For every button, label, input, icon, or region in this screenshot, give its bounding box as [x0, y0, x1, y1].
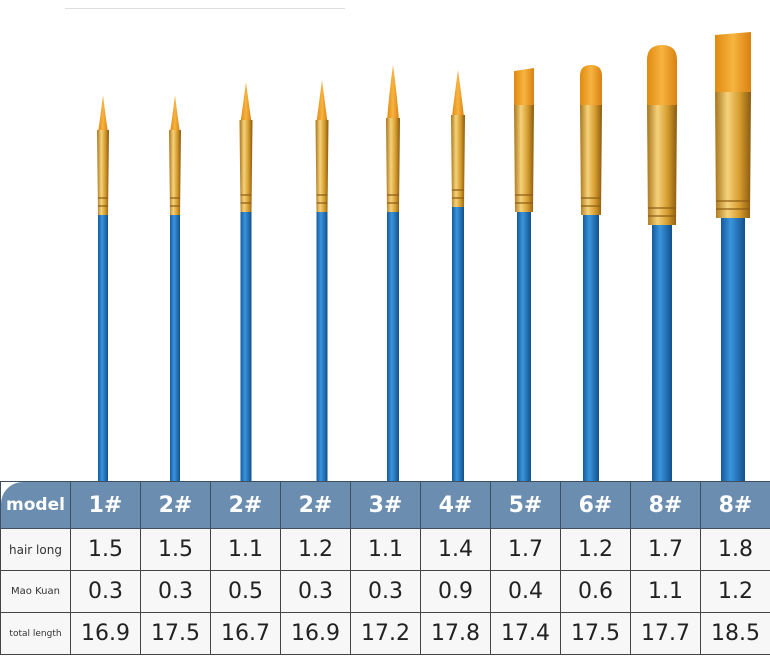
brush-handle: [452, 207, 464, 485]
brush-ferrule: [97, 130, 109, 215]
brush-ferrule: [647, 105, 677, 225]
value-cell: 1.1: [210, 528, 281, 571]
table-row: total length 16.9 17.5 16.7 16.9 17.2 17.8 17.4…: [0, 612, 770, 655]
brush-handle: [721, 218, 745, 485]
value-cell: 0.3: [70, 570, 141, 613]
brush-1: [97, 95, 109, 485]
table-row: Mao Kuan 0.3 0.3 0.5 0.3 0.3 0.9 0.4 0.6 1.1 1.2: [0, 570, 770, 613]
model-cell: 2#: [280, 481, 351, 529]
brush-handle: [170, 215, 180, 485]
brush-bristles: [98, 95, 108, 132]
spec-table: model 1# 2# 2# 2# 3# 4# 5# 6# 8# 8# hair long 1.5 1…: [0, 481, 770, 655]
brush-ferrule: [169, 130, 181, 215]
value-cell: 17.5: [560, 612, 631, 655]
brush-handle: [98, 215, 108, 485]
brush-set-image: [97, 32, 751, 485]
brush-5: [514, 68, 534, 485]
value-cell: 0.5: [210, 570, 281, 613]
value-cell: 16.9: [280, 612, 351, 655]
model-cell: 1#: [70, 481, 141, 529]
brush-bristles: [715, 32, 751, 94]
value-cell: 0.3: [350, 570, 421, 613]
model-cell: 6#: [560, 481, 631, 529]
brush-handle: [652, 225, 672, 485]
model-cell: 5#: [490, 481, 561, 529]
header-label: model: [0, 481, 71, 529]
brush-3: [386, 65, 400, 485]
value-cell: 17.7: [630, 612, 701, 655]
brush-bristles: [452, 70, 464, 117]
model-cell: 3#: [350, 481, 421, 529]
brush-bristles: [514, 68, 534, 107]
table-header-row: model 1# 2# 2# 2# 3# 4# 5# 6# 8# 8#: [0, 481, 770, 529]
value-cell: 17.8: [420, 612, 491, 655]
value-cell: 0.3: [140, 570, 211, 613]
value-cell: 0.9: [420, 570, 491, 613]
value-cell: 16.9: [70, 612, 141, 655]
value-cell: 1.7: [630, 528, 701, 571]
brush-ferrule: [514, 105, 534, 212]
value-cell: 17.5: [140, 612, 211, 655]
brush-ferrule: [580, 105, 602, 215]
brush-ferrule: [386, 118, 400, 212]
brush-ferrule: [715, 92, 751, 218]
model-cell: 2#: [210, 481, 281, 529]
value-cell: 1.4: [420, 528, 491, 571]
model-cell: 8#: [700, 481, 770, 529]
brush-2: [169, 95, 181, 485]
divider-line: [65, 8, 345, 9]
brush-bristles: [580, 65, 602, 107]
brush-handle: [517, 212, 531, 485]
model-cell: 4#: [420, 481, 491, 529]
model-cell: 2#: [140, 481, 211, 529]
value-cell: 1.5: [140, 528, 211, 571]
value-cell: 1.2: [280, 528, 351, 571]
value-cell: 0.4: [490, 570, 561, 613]
brush-ferrule: [239, 120, 253, 212]
value-cell: 1.5: [70, 528, 141, 571]
row-label: hair long: [0, 528, 71, 571]
row-label: total length: [0, 612, 71, 655]
value-cell: 1.8: [700, 528, 770, 571]
brush-ferrule: [451, 115, 465, 207]
value-cell: 18.5: [700, 612, 770, 655]
brush-handle: [583, 215, 599, 485]
value-cell: 17.4: [490, 612, 561, 655]
value-cell: 0.3: [280, 570, 351, 613]
value-cell: 1.7: [490, 528, 561, 571]
value-cell: 1.1: [350, 528, 421, 571]
model-cell: 8#: [630, 481, 701, 529]
brush-handle: [387, 212, 399, 485]
brush-handle: [316, 212, 328, 485]
brush-bristles: [387, 65, 399, 120]
row-label: Mao Kuan: [0, 570, 71, 613]
value-cell: 1.2: [560, 528, 631, 571]
value-cell: 1.2: [700, 570, 770, 613]
brush-bristles: [170, 95, 180, 132]
brush-bristles: [647, 45, 677, 107]
brush-8: [715, 32, 751, 485]
brush-ferrule: [315, 120, 329, 212]
brush-2: [239, 82, 253, 485]
brush-2: [315, 80, 329, 485]
brush-8: [647, 45, 677, 485]
brush-bristles: [316, 80, 328, 122]
brush-bristles: [240, 82, 252, 122]
brush-4: [451, 70, 465, 485]
value-cell: 0.6: [560, 570, 631, 613]
brush-handle: [240, 212, 252, 485]
table-row: hair long 1.5 1.5 1.1 1.2 1.1 1.4 1.7 1.2 1.7 1.8: [0, 528, 770, 571]
brush-6: [580, 65, 602, 485]
value-cell: 16.7: [210, 612, 281, 655]
value-cell: 1.1: [630, 570, 701, 613]
value-cell: 17.2: [350, 612, 421, 655]
